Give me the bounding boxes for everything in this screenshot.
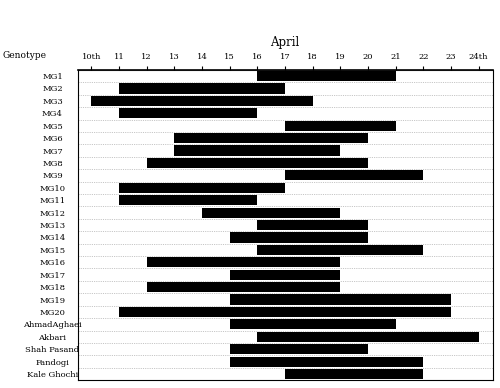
Title: April: April <box>270 36 300 49</box>
Text: Genotype: Genotype <box>2 51 46 60</box>
